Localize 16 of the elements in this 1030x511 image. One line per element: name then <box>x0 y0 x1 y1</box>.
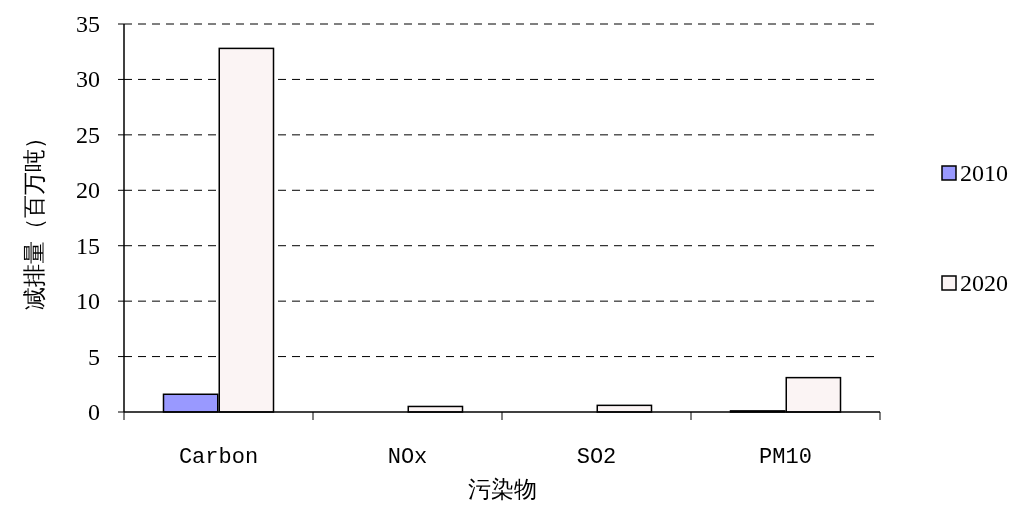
y-tick-label: 15 <box>76 232 100 259</box>
legend-label: 2020 <box>960 270 1008 296</box>
y-tick-label: 20 <box>76 177 100 204</box>
y-tick-label: 10 <box>76 288 100 315</box>
x-tick-label: PM10 <box>759 445 812 470</box>
y-tick-label: 30 <box>76 66 100 93</box>
y-tick-label: 0 <box>88 399 100 425</box>
x-axis-title: 污染物 <box>467 477 537 502</box>
y-tick-label: 25 <box>76 121 100 148</box>
legend-label: 2010 <box>960 160 1008 186</box>
y-tick-label: 5 <box>88 343 100 370</box>
y-tick-label: 35 <box>76 11 100 37</box>
y-axis-title: 减排量（百万吨） <box>22 126 47 310</box>
x-tick-label: SO2 <box>576 445 617 470</box>
x-tick-label: NOx <box>387 445 428 470</box>
x-tick-label: Carbon <box>178 445 259 470</box>
